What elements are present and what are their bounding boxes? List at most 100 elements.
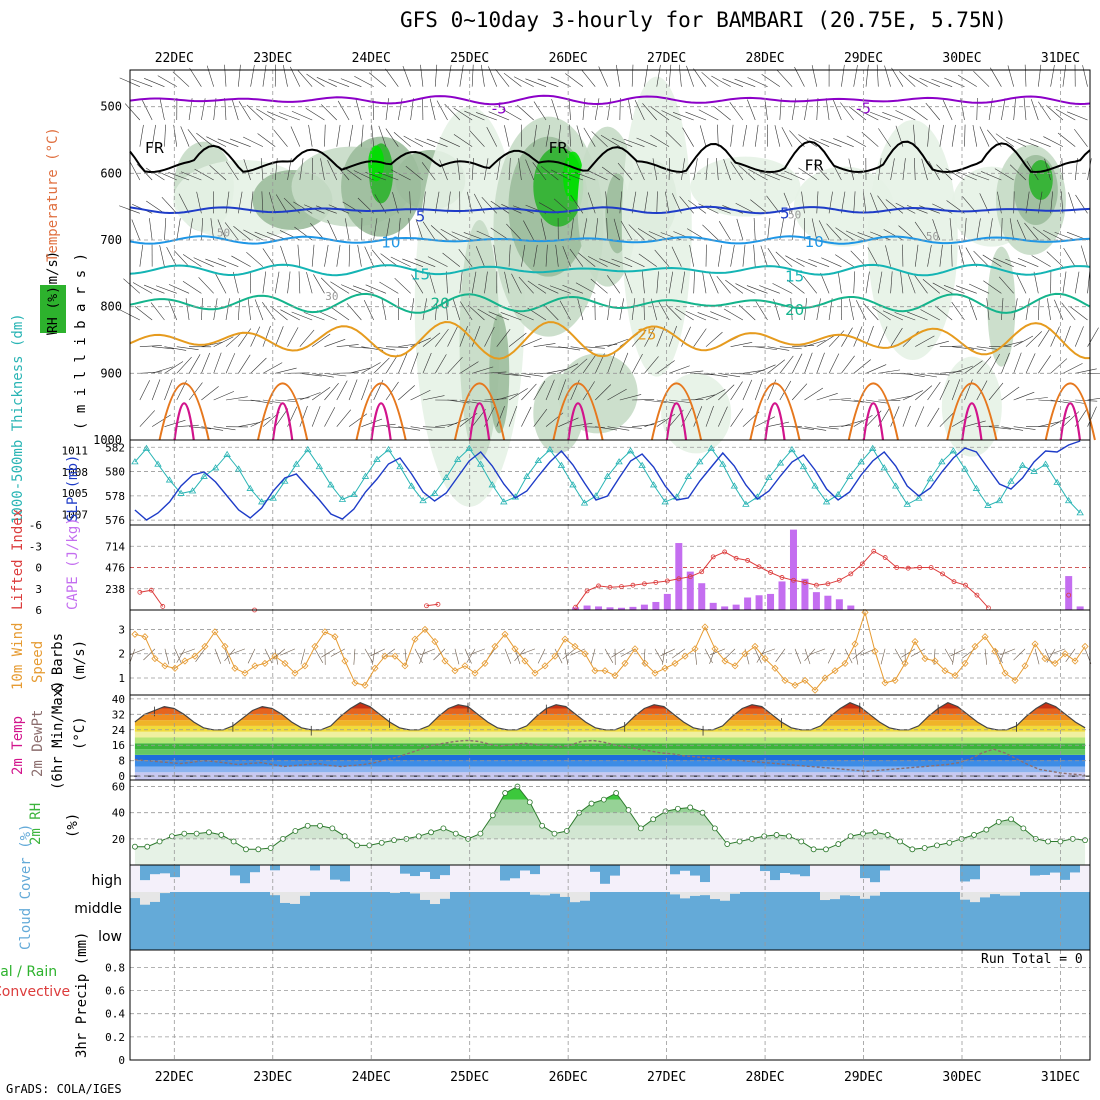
thickness-point-31	[488, 481, 496, 488]
thickness-point-61	[834, 490, 842, 498]
ylabel-thickness: 1000-500mb Thickness (dm)	[10, 313, 26, 524]
thickness-point-80	[1053, 478, 1061, 485]
wind-barb-154	[275, 399, 298, 402]
wind10m-point-9	[221, 642, 229, 650]
wind-barb-639	[742, 124, 748, 147]
wind10m-point-38	[511, 645, 519, 653]
rh2m-point-42	[650, 816, 657, 823]
wind-barb-283	[398, 353, 408, 374]
wind10m-point-10	[231, 664, 239, 672]
wind-barb-412	[521, 337, 542, 347]
wind10m-point-36	[491, 642, 499, 650]
thickness-point-55	[765, 473, 773, 481]
wind-barb-105	[231, 98, 239, 121]
wind-barb-100	[225, 331, 243, 347]
wind-barb-921	[1001, 386, 1020, 401]
wind-barb-268	[381, 298, 387, 321]
wind10m-point-27	[401, 662, 409, 670]
thickness-point-1	[142, 444, 151, 451]
wind-barb-285	[398, 426, 421, 431]
wind-barb-44	[176, 218, 181, 241]
thickness-point-32	[500, 498, 508, 505]
thickness-point-37	[557, 461, 566, 468]
wind-barb-754	[853, 64, 858, 87]
wind-barb-624	[711, 75, 731, 87]
wind-barb-182	[297, 69, 313, 87]
wind-barb-548	[636, 137, 657, 147]
isotherm-temp_35-loop-24	[370, 402, 392, 441]
li-point-39	[584, 588, 590, 594]
wind-barb-925	[995, 133, 1014, 147]
wind-barb-645	[723, 308, 744, 321]
wind-barb-448	[555, 244, 559, 267]
wind-barb-396	[508, 244, 511, 267]
wind-barb-191	[311, 333, 331, 347]
wind-barb-625	[713, 105, 731, 121]
wind10m-point-35	[481, 659, 489, 667]
wind-barb-798	[870, 231, 891, 241]
rh2m-point-48	[724, 841, 731, 847]
wind-barb-331	[427, 256, 448, 267]
wind-barb-687	[779, 380, 792, 401]
wind-barb-600	[699, 125, 707, 147]
rh2m-point-32	[526, 799, 533, 806]
wind-barb-194	[311, 406, 321, 427]
li-point-63	[859, 561, 865, 567]
rh2m-point-72	[1020, 825, 1027, 832]
wind-barb-844	[927, 407, 940, 427]
rh2m-point-38	[600, 796, 607, 803]
ylabel-slp: SLP (mb)	[65, 455, 81, 522]
wind-barb-373	[484, 326, 495, 347]
ylabel-millibars: ( m i l l i b a r s )	[73, 253, 89, 430]
wind-barb-21	[134, 306, 153, 321]
ylabel-rh2m-a: 2m RH	[28, 803, 44, 845]
cape-bar-49	[698, 583, 706, 610]
cape-bar-42	[617, 607, 625, 610]
wind-barb-190	[291, 311, 313, 321]
wind-barb-666	[748, 168, 768, 181]
wind-barb-669	[760, 245, 768, 267]
wind-barb-653	[738, 165, 756, 181]
wind-barb-214	[336, 244, 341, 267]
thickness-point-51	[719, 460, 727, 467]
wind-barb-230	[349, 346, 372, 349]
wind-barb-986	[1062, 399, 1085, 404]
thickness-tick-label-3: 582	[105, 441, 125, 454]
wind-barb-563	[665, 191, 670, 214]
wind-barb-615	[698, 203, 719, 214]
wind-barb-577	[660, 232, 682, 241]
pressure-tick-label-5: 1000	[93, 433, 122, 447]
wind-barb-246	[361, 418, 383, 427]
wind10m-point-74	[871, 647, 879, 655]
wind-barb-598	[693, 68, 707, 87]
wind-barb-904	[969, 283, 990, 294]
wind-barb-905	[986, 298, 990, 321]
wind-barb-818	[902, 405, 911, 427]
wind-barb-873	[964, 124, 966, 147]
wind-barb-392	[504, 125, 510, 147]
wind10m-barb-67	[804, 648, 811, 665]
wind-barb-518	[619, 394, 642, 401]
thickness-point-58	[799, 462, 808, 470]
cloud-high-bar-83	[960, 865, 970, 882]
wind-barb-320	[434, 298, 438, 321]
thickness-point-56	[776, 459, 785, 466]
wind-barb-266	[371, 249, 387, 267]
cloud-high-bar-21	[340, 865, 350, 882]
wind-barb-58	[173, 250, 190, 267]
rh2m-point-11	[267, 845, 274, 851]
wind-barb-743	[820, 138, 842, 147]
li-line	[140, 551, 1069, 608]
cape-bar-59	[812, 592, 820, 610]
wind-barb-843	[927, 381, 941, 401]
wind-barb-13	[131, 78, 153, 87]
wind-barb-943	[1016, 273, 1027, 294]
wind-barb-928	[1009, 218, 1014, 241]
wind-barb-332	[446, 271, 448, 294]
wind-barb-997	[1074, 326, 1084, 347]
wind-barb-212	[315, 205, 337, 214]
thickness-point-48	[684, 472, 692, 479]
wind-barb-176	[298, 271, 301, 294]
wind-barb-924	[1013, 98, 1016, 121]
wind-barb-814	[882, 310, 904, 321]
